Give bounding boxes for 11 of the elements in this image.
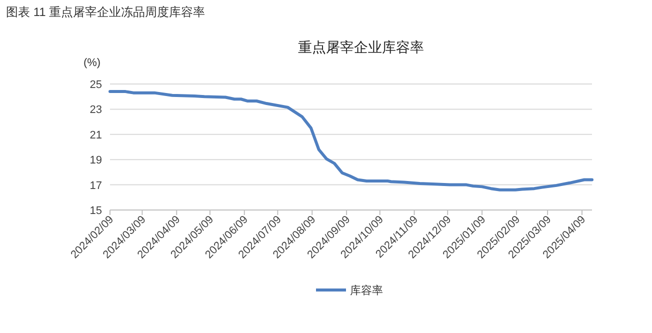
y-axis-title: (%) bbox=[83, 57, 101, 69]
y-tick-label: 23 bbox=[90, 104, 102, 116]
legend-label: 库容率 bbox=[350, 284, 383, 297]
y-tick-label: 17 bbox=[90, 180, 102, 192]
line-series bbox=[108, 90, 594, 192]
chart-title: 图表 11 重点屠宰企业冻品周度库容率 bbox=[6, 5, 206, 19]
chart-subtitle: 重点屠宰企业库容率 bbox=[298, 39, 424, 55]
y-tick-label: 15 bbox=[90, 205, 102, 217]
y-tick-label: 19 bbox=[90, 154, 102, 167]
y-tick-label: 25 bbox=[90, 79, 102, 91]
y-tick-label: 21 bbox=[90, 129, 102, 142]
